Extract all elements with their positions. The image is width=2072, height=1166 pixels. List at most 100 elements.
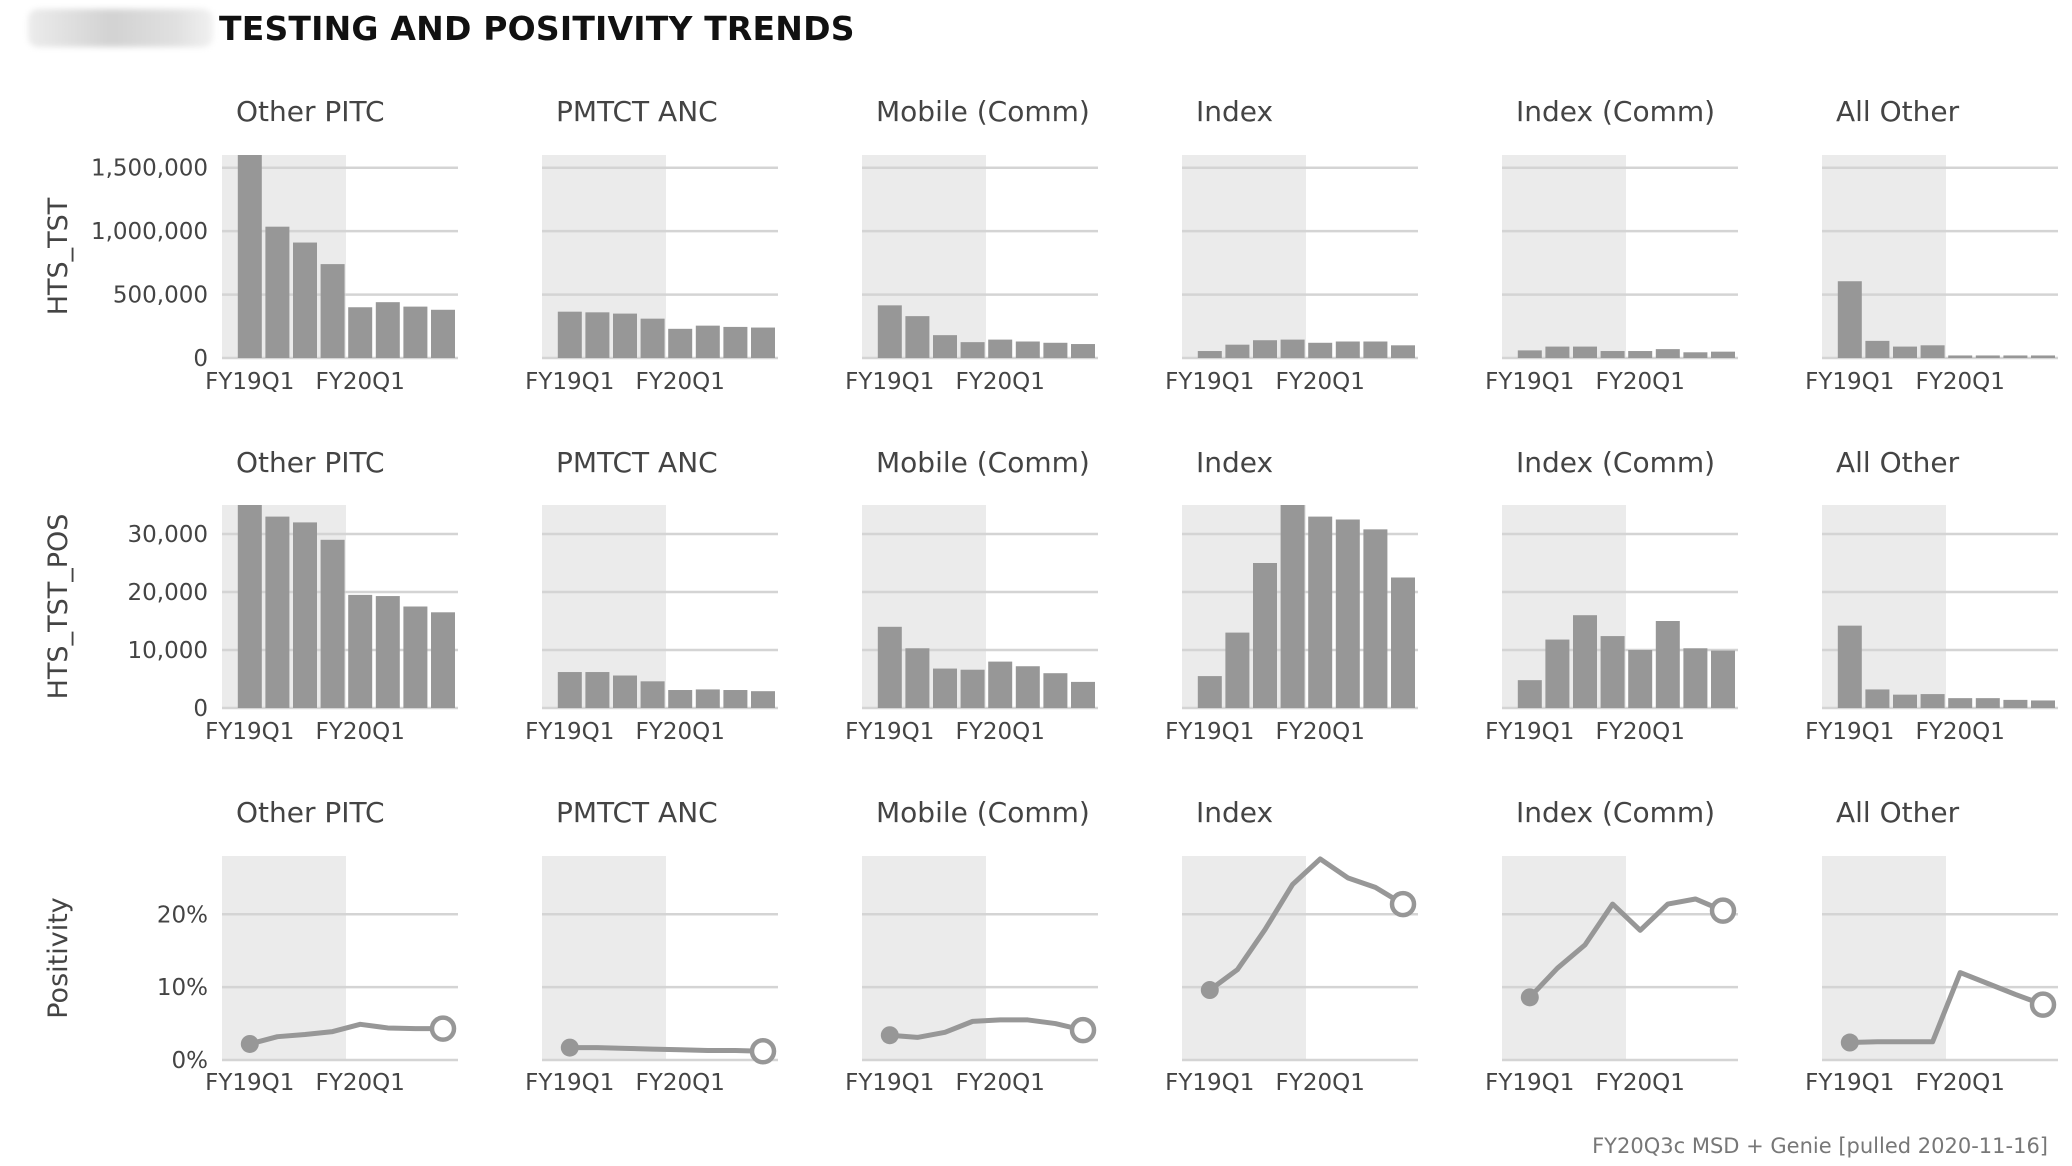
- bar: [585, 672, 610, 708]
- facet-title: All Other: [1836, 95, 1960, 128]
- start-point: [240, 1034, 259, 1053]
- bar: [751, 691, 775, 708]
- bar: [320, 539, 345, 708]
- facet-hts-tst-pos-index-comm: Index (Comm) FY19Q1 FY20Q1: [1485, 446, 1738, 745]
- bar: [751, 327, 775, 358]
- facet-hts-tst-other-pitc: Other PITC FY19Q1 FY20Q1: [205, 95, 458, 395]
- start-point: [560, 1038, 579, 1057]
- bar: [320, 264, 345, 358]
- facet-positivity-other-pitc: Other PITC FY19Q1 FY20Q1: [205, 796, 458, 1096]
- bar: [1655, 621, 1680, 708]
- bar: [1948, 355, 1973, 358]
- start-point: [1200, 981, 1219, 1000]
- x-tick-label: FY19Q1: [205, 1070, 294, 1096]
- source-caption: FY20Q3c MSD + Genie [pulled 2020-11-16]: [1592, 1134, 2048, 1158]
- bar: [2003, 355, 2028, 358]
- x-tick-label: FY19Q1: [205, 369, 294, 395]
- bar: [348, 307, 373, 358]
- x-tick-label: FY19Q1: [205, 719, 294, 745]
- facet-title: Other PITC: [236, 796, 385, 829]
- facet-title: Mobile (Comm): [876, 95, 1090, 128]
- bar: [1197, 351, 1222, 358]
- bar: [1043, 342, 1068, 358]
- facet-title: Other PITC: [236, 446, 385, 479]
- bar: [877, 626, 902, 708]
- x-tick-label: FY20Q1: [1276, 719, 1365, 745]
- facet-hts-tst-pos-index: Index FY19Q1 FY20Q1: [1165, 446, 1418, 745]
- shaded-fy19-region: [1822, 856, 1946, 1060]
- y-axis-title-positivity: Positivity: [43, 897, 74, 1019]
- bar: [293, 522, 317, 708]
- bar: [1308, 342, 1333, 358]
- positivity-line: [1527, 896, 1726, 1000]
- bar: [1920, 694, 1945, 708]
- bar: [1865, 340, 1890, 358]
- y-tick-label: 500,000: [113, 283, 208, 309]
- bar: [1335, 519, 1360, 708]
- facet-title: Index: [1196, 446, 1273, 479]
- bar: [1573, 346, 1597, 358]
- end-point: [1709, 897, 1737, 924]
- y-tick-label: 0: [193, 346, 208, 372]
- y-axis-title-hts-tst-pos: HTS_TST_POS: [43, 514, 74, 700]
- bar: [1280, 505, 1305, 708]
- bar: [613, 675, 637, 708]
- x-tick-label: FY19Q1: [525, 1070, 614, 1096]
- shaded-fy19-region: [1502, 856, 1626, 1060]
- bar: [1335, 341, 1360, 358]
- x-tick-label: FY19Q1: [1485, 1070, 1574, 1096]
- x-tick-label: FY20Q1: [316, 1070, 405, 1096]
- facet-hts-tst-pos-pmtct-anc: PMTCT ANC FY19Q1 FY20Q1: [525, 446, 778, 745]
- bar: [988, 339, 1013, 358]
- x-tick-label: FY20Q1: [316, 369, 405, 395]
- bar: [1391, 345, 1415, 358]
- end-point: [1069, 1016, 1097, 1044]
- bar: [1837, 281, 1862, 358]
- y-tick-label: 10%: [157, 975, 208, 1001]
- bar: [723, 690, 748, 708]
- positivity-line: [567, 1045, 766, 1054]
- bar: [1363, 341, 1388, 358]
- bar: [1225, 632, 1250, 708]
- bar: [695, 325, 720, 358]
- bar: [905, 316, 930, 358]
- bar: [905, 648, 930, 708]
- bar: [293, 242, 317, 358]
- y-tick-label: 1,500,000: [91, 156, 208, 182]
- bar: [1948, 698, 1973, 708]
- bar: [640, 681, 665, 708]
- bar: [933, 335, 957, 358]
- facet-hts-tst-pos-other-pitc: Other PITC FY19Q1 FY20Q1: [205, 446, 458, 745]
- bar: [1197, 676, 1222, 708]
- facet-title: Index (Comm): [1516, 446, 1715, 479]
- bar: [1363, 529, 1388, 708]
- bar: [348, 594, 373, 708]
- bar: [585, 312, 610, 358]
- bar: [1253, 340, 1277, 358]
- x-tick-label: FY20Q1: [1276, 369, 1365, 395]
- bar: [1920, 345, 1945, 358]
- shaded-fy19-region: [1182, 155, 1306, 358]
- start-point: [1840, 1033, 1859, 1052]
- bar: [237, 155, 262, 358]
- facet-title: All Other: [1836, 796, 1960, 829]
- bar: [1975, 355, 2000, 358]
- facet-hts-tst-pmtct-anc: PMTCT ANC FY19Q1 FY20Q1: [525, 95, 778, 395]
- facet-positivity-index: Index FY19Q1 FY20Q1: [1165, 796, 1418, 1096]
- x-tick-label: FY20Q1: [1916, 719, 2005, 745]
- shaded-fy19-region: [542, 856, 666, 1060]
- chart-title: TESTING AND POSITIVITY TRENDS: [219, 8, 855, 48]
- facet-title: Index (Comm): [1516, 95, 1715, 128]
- panel-row-positivity: Positivity 0% 10% 20% Other PITC FY19Q1 FY20Q1…: [43, 796, 2058, 1096]
- end-point: [429, 1015, 457, 1042]
- x-tick-label: FY19Q1: [1805, 1070, 1894, 1096]
- x-tick-label: FY20Q1: [1596, 719, 1685, 745]
- x-tick-label: FY20Q1: [636, 719, 725, 745]
- end-point: [2029, 991, 2057, 1018]
- y-tick-label: 30,000: [128, 522, 208, 548]
- positivity-line: [887, 1017, 1086, 1040]
- bar: [431, 309, 455, 358]
- x-tick-label: FY19Q1: [1165, 1070, 1254, 1096]
